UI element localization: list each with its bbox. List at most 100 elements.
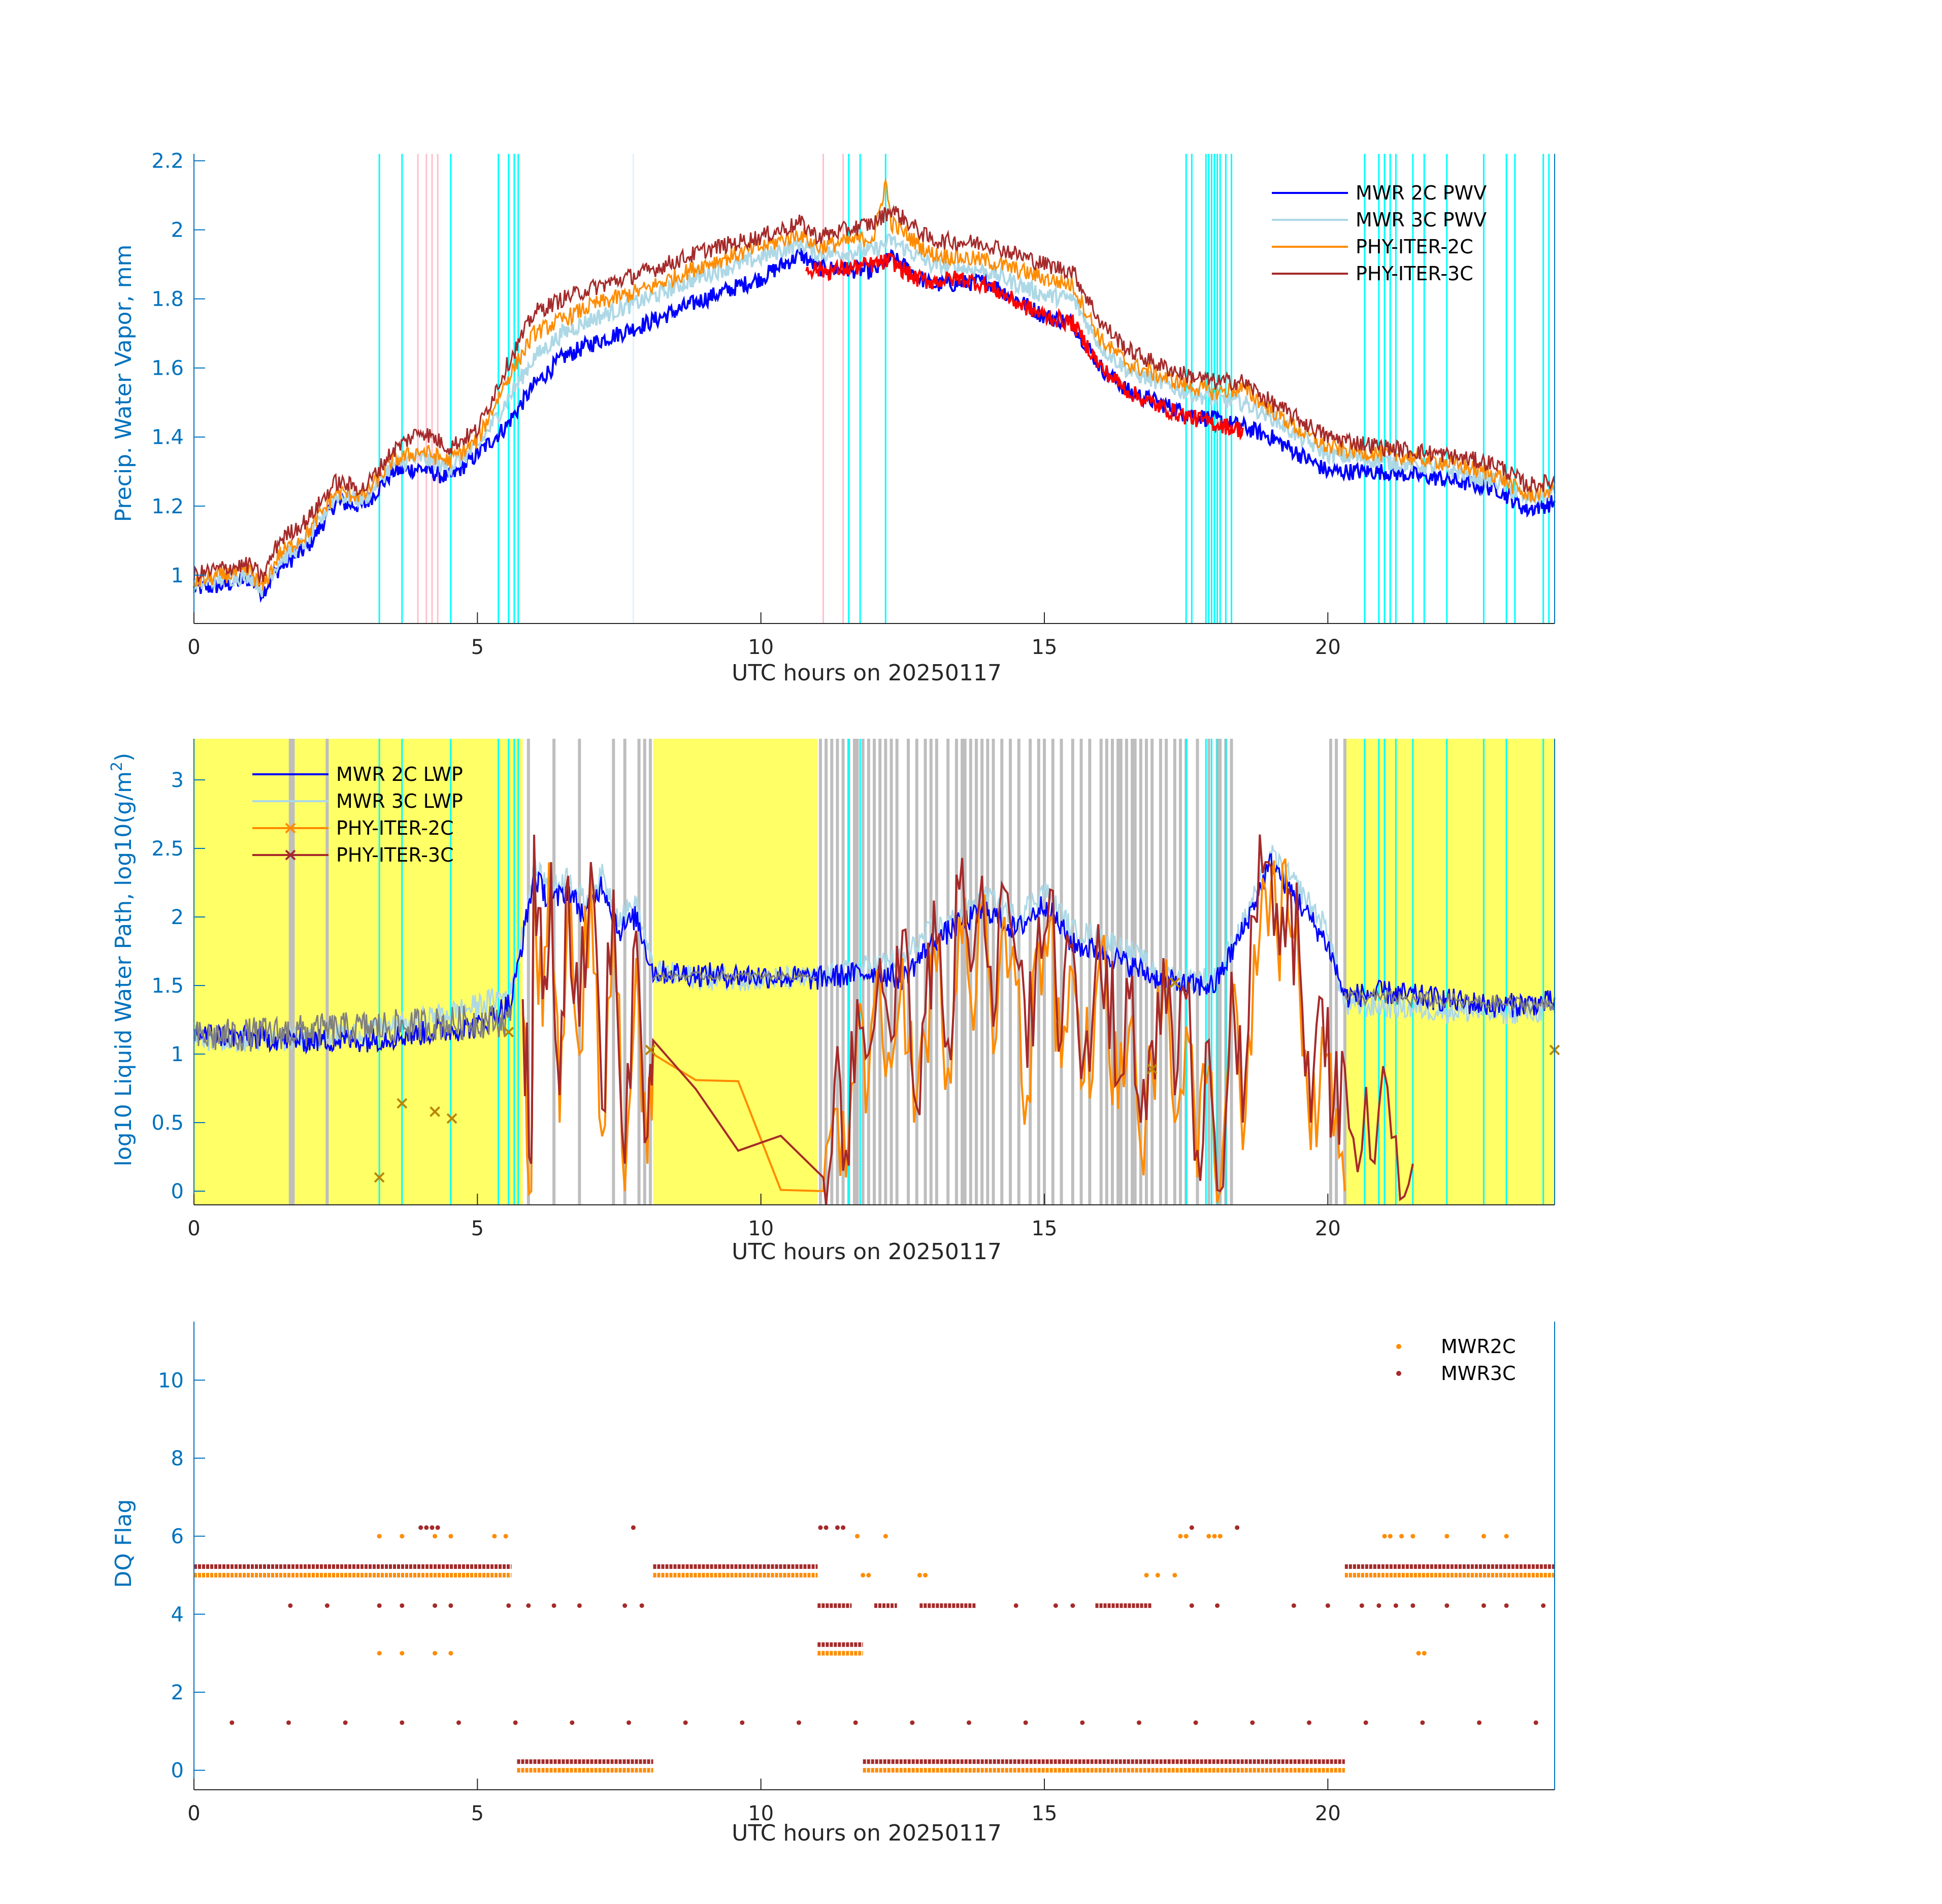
dq-point [418, 1525, 423, 1530]
dq-plot-area [194, 1525, 1555, 1773]
dq-point [1476, 1720, 1482, 1725]
dq-point [1155, 1572, 1160, 1578]
flag-shade [1344, 739, 1555, 1205]
dq-point [503, 1534, 508, 1539]
x-tick-label: 5 [471, 636, 484, 659]
dq-point [1325, 1603, 1330, 1608]
dq-point [853, 1720, 858, 1725]
x-marker [430, 1106, 440, 1117]
legend-label: MWR2C [1441, 1335, 1516, 1358]
dq-point [424, 1525, 429, 1530]
y-tick-label: 1 [171, 1043, 184, 1066]
x-marker [645, 1044, 656, 1056]
dq-point [1189, 1525, 1194, 1530]
legend-label: PHY-ITER-3C [1356, 262, 1473, 285]
x-tick-label: 5 [471, 1802, 484, 1825]
dq-point [435, 1525, 440, 1530]
flag-shade [194, 739, 523, 1205]
dq-point [861, 1572, 866, 1578]
legend-marker [285, 823, 296, 834]
dq-point [1481, 1534, 1486, 1539]
legend-label: PHY-ITER-2C [336, 817, 454, 839]
lwp-legend: MWR 2C LWP MWR 3C LWP PHY-ITER-2C PHY-ITER-… [252, 763, 463, 866]
dq-point [835, 1525, 840, 1530]
lwp-x-axis-label: UTC hours on 20250117 [732, 1239, 1002, 1265]
legend-marker [1396, 1371, 1401, 1376]
dq-point [577, 1603, 582, 1608]
dq-point [286, 1720, 291, 1725]
dq-point [1193, 1720, 1198, 1725]
y-tick-label: 1.5 [151, 974, 184, 998]
dq-point [796, 1720, 801, 1725]
x-marker [446, 1113, 457, 1124]
dq-point [1144, 1572, 1149, 1578]
lwp-plot-area [193, 739, 1560, 1205]
dq-point [1172, 1572, 1177, 1578]
dq-point [1183, 1534, 1189, 1539]
dq-point [433, 1651, 438, 1656]
dq-point [818, 1525, 823, 1530]
legend-label: PHY-ITER-2C [1356, 236, 1473, 258]
y-tick-label: 2 [171, 906, 184, 929]
pwv-series-line [193, 247, 1556, 603]
dq-x-axis-label: UTC hours on 20250117 [732, 1820, 1002, 1846]
lwp-panel: 0 5 10 15 20 0 0.5 1 1.5 2 2.5 3 UTC hours on 20250… [108, 739, 1560, 1265]
y-tick-label: 1.2 [151, 495, 184, 518]
dq-legend: MWR2C MWR3C [1396, 1335, 1516, 1385]
x-tick-label: 0 [187, 636, 200, 659]
dq-point [1206, 1534, 1211, 1539]
pwv-series-line [193, 177, 1556, 591]
y-tick-label: 4 [171, 1603, 184, 1626]
dq-point [966, 1720, 971, 1725]
dq-panel: 0 5 10 15 20 0 2 4 6 8 10 UTC hours on 20250117 DQ… [111, 1322, 1555, 1846]
dq-point [513, 1720, 518, 1725]
dq-point [570, 1720, 575, 1725]
lwp-series-line [193, 1005, 512, 1052]
dq-y-axis-label: DQ Flag [111, 1499, 137, 1588]
dq-point [377, 1603, 382, 1608]
dq-point [1215, 1603, 1220, 1608]
dq-point [1136, 1720, 1141, 1725]
x-tick-label: 10 [748, 1802, 774, 1825]
dq-point [622, 1603, 628, 1608]
lwp-series-line [1344, 987, 1555, 1016]
y-tick-label: 2.2 [151, 150, 184, 173]
dq-point [1533, 1720, 1538, 1725]
dq-point [883, 1534, 888, 1539]
lwp-y-axis-label: log10 Liquid Water Path, log10(g/m2) [108, 753, 137, 1167]
x-marker [374, 1172, 385, 1183]
dq-point [400, 1603, 405, 1608]
x-tick-label: 10 [748, 636, 774, 659]
dq-point [1235, 1525, 1240, 1530]
lwp-series-line [521, 834, 1414, 1205]
pwv-series-line [193, 233, 1556, 598]
dq-point [1376, 1603, 1381, 1608]
dq-point [1359, 1603, 1364, 1608]
dq-point [740, 1720, 745, 1725]
y-tick-label: 10 [158, 1369, 184, 1392]
dq-point [1444, 1603, 1450, 1608]
y-tick-label: 0 [171, 1759, 184, 1783]
x-tick-label: 0 [187, 1217, 200, 1240]
dq-point [1410, 1603, 1416, 1608]
dq-point [1382, 1534, 1387, 1539]
x-tick-label: 20 [1315, 1217, 1341, 1240]
dq-point [1013, 1603, 1018, 1608]
y-tick-label: 1.6 [151, 357, 184, 380]
dq-point [1388, 1534, 1393, 1539]
x-marker [1169, 977, 1180, 989]
y-tick-label: 2 [171, 1681, 184, 1704]
dq-point [639, 1603, 644, 1608]
dq-point [1541, 1603, 1546, 1608]
dq-point [866, 1572, 871, 1578]
dq-point [433, 1534, 438, 1539]
x-tick-label: 20 [1315, 636, 1341, 659]
dq-point [1481, 1603, 1486, 1608]
dq-point [377, 1534, 382, 1539]
legend-label: MWR 3C PWV [1356, 209, 1487, 231]
pwv-series-line [805, 253, 1244, 441]
dq-point [1212, 1534, 1217, 1539]
pwv-y-axis-label: Precip. Water Vapor, mm [111, 245, 137, 522]
y-tick-label: 3 [171, 769, 184, 792]
